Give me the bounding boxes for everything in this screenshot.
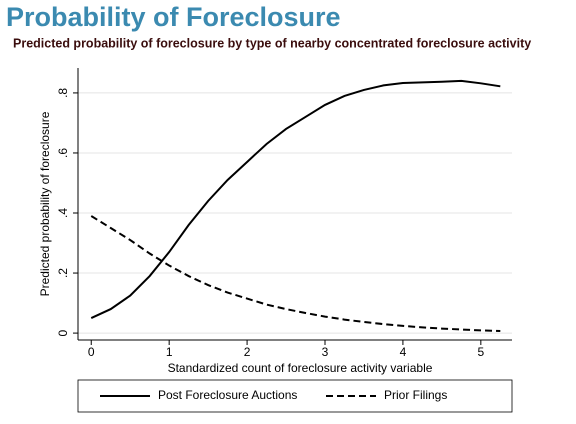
x-tick-label: 2 — [244, 345, 251, 359]
x-tick-label: 1 — [166, 345, 173, 359]
legend-box — [77, 379, 513, 413]
chart-title: Probability of Foreclosure — [6, 2, 341, 32]
x-axis-label: Standardized count of foreclosure activi… — [168, 361, 433, 375]
y-tick-label: 0 — [56, 329, 70, 336]
y-tick-label: .8 — [56, 88, 70, 98]
x-tick-label: 5 — [477, 345, 484, 359]
legend-label: Post Foreclosure Auctions — [158, 388, 297, 402]
line-series — [90, 215, 501, 332]
plot-area — [78, 68, 512, 340]
x-tick-label: 0 — [88, 345, 95, 359]
chart-subtitle: Predicted probability of foreclosure by … — [13, 36, 531, 50]
y-tick-label: .4 — [56, 208, 70, 218]
y-tick-label: .6 — [56, 148, 70, 158]
x-tick-label: 3 — [322, 345, 329, 359]
y-tick-label: .2 — [56, 268, 70, 278]
legend-label: Prior Filings — [384, 388, 447, 402]
x-tick-label: 4 — [400, 345, 407, 359]
line-series — [90, 79, 501, 319]
y-axis-label: Predicted probability of foreclosure — [38, 111, 52, 296]
